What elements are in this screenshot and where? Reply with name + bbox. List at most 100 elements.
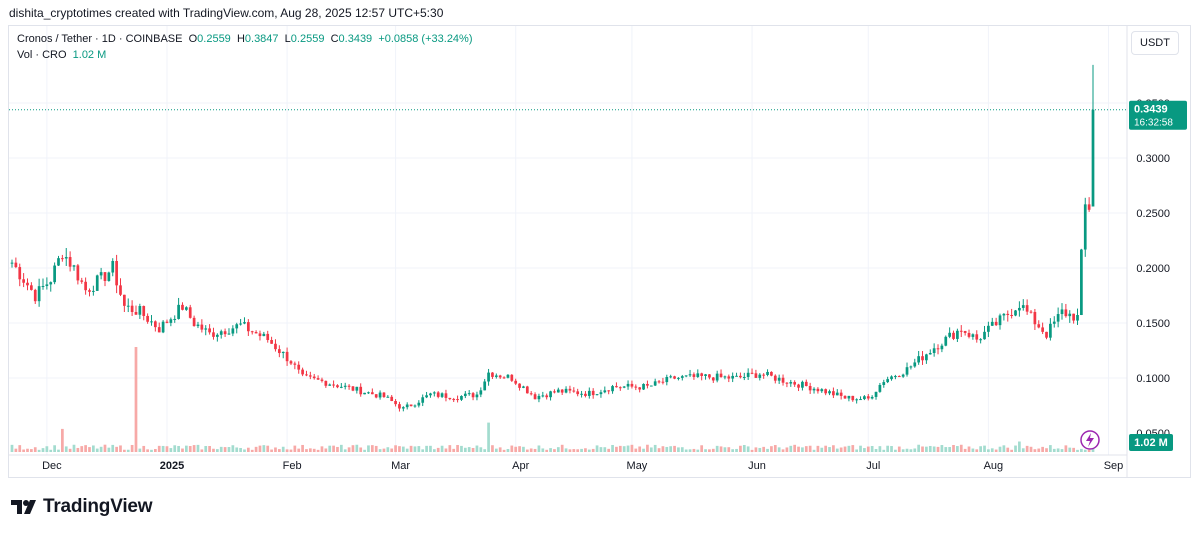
candle-body: [308, 375, 312, 377]
volume-bar: [642, 448, 645, 452]
candle: [436, 391, 440, 399]
candle: [963, 330, 967, 336]
volume-bar: [274, 447, 277, 452]
candle: [208, 324, 211, 335]
volume-bar: [1045, 448, 1048, 452]
candle-body: [971, 334, 975, 337]
volume-bar: [467, 447, 471, 452]
candle-body: [828, 391, 831, 394]
volume-bar: [61, 428, 64, 452]
volume-bar: [483, 449, 487, 452]
price-tick-label: 0.2500: [1136, 208, 1170, 220]
volume-bar: [587, 449, 591, 452]
candle-body: [26, 282, 29, 286]
candle-body: [49, 282, 53, 285]
candle: [843, 395, 847, 399]
candle: [956, 328, 959, 342]
volume-bar: [146, 449, 149, 452]
volume-bar: [227, 447, 231, 452]
candle: [940, 343, 944, 353]
volume-bar: [173, 445, 177, 452]
candle: [1052, 316, 1056, 328]
volume-bar: [305, 449, 308, 452]
candle: [975, 330, 979, 343]
volume-label[interactable]: Vol · CRO: [17, 49, 67, 61]
currency-button[interactable]: USDT: [1131, 31, 1179, 55]
volume-bar: [545, 449, 549, 452]
candle: [498, 374, 502, 379]
candle: [37, 278, 41, 307]
candle-body: [14, 262, 18, 268]
volume-bar: [975, 449, 979, 452]
symbol-label[interactable]: Cronos / Tether · 1D · COINBASE: [17, 33, 183, 45]
volume-bar: [766, 448, 769, 452]
candle: [146, 313, 149, 324]
volume-bar: [723, 447, 727, 452]
volume-bars: [10, 347, 1095, 452]
candle-body: [192, 317, 196, 327]
candle: [723, 375, 727, 380]
candle: [297, 361, 301, 374]
candle-body: [1021, 305, 1025, 308]
candle: [92, 285, 95, 296]
candle-body: [940, 345, 944, 350]
volume-bar: [715, 445, 719, 452]
candle: [80, 277, 84, 284]
candle-body: [18, 267, 22, 280]
volume-bar: [905, 448, 909, 452]
volume-bar: [804, 446, 808, 452]
candle: [913, 358, 917, 368]
volume-bar: [57, 449, 60, 452]
candle: [839, 389, 843, 400]
volume-bar: [684, 449, 688, 452]
volume-bar: [739, 445, 742, 452]
volume-bar: [181, 448, 184, 452]
volume-bar: [928, 445, 932, 452]
candle: [812, 387, 816, 394]
candle-body: [835, 392, 839, 396]
candle-body: [987, 325, 990, 332]
candle-body: [669, 376, 673, 378]
candle: [611, 384, 614, 394]
candle: [320, 377, 324, 383]
candle-body: [859, 399, 862, 401]
candle-body: [367, 392, 370, 394]
candle-body: [870, 396, 874, 399]
candle-body: [615, 386, 618, 388]
candle-body: [266, 333, 270, 341]
candle-body: [1064, 309, 1068, 317]
lightning-event-icon[interactable]: [1080, 430, 1100, 450]
volume-bar: [37, 449, 41, 452]
candle: [626, 380, 630, 390]
candle-body: [560, 389, 564, 393]
candle: [324, 380, 328, 388]
candle: [246, 319, 250, 336]
volume-bar: [76, 447, 80, 452]
candle-body: [665, 377, 669, 383]
candle-body: [316, 378, 320, 380]
candle-body: [107, 272, 111, 281]
candle: [250, 330, 254, 335]
volume-bar: [328, 445, 332, 452]
volume-bar: [963, 448, 967, 452]
candle-body: [119, 285, 122, 295]
candle-body: [700, 373, 704, 376]
candle: [692, 372, 696, 380]
candle: [680, 374, 684, 381]
volume-bar: [33, 447, 37, 452]
candle-body: [1037, 324, 1041, 328]
candle: [76, 263, 80, 285]
volume-bar: [711, 448, 715, 452]
candle: [874, 391, 878, 400]
volume-bar: [165, 446, 169, 452]
last-price-tag[interactable]: 0.3439 16:32:58: [1129, 100, 1187, 130]
candle-body: [270, 340, 273, 344]
candle-body: [680, 376, 684, 378]
chart-attribution: dishita_cryptotimes created with Trading…: [9, 6, 444, 20]
volume-bar: [215, 449, 219, 452]
candle-body: [1068, 313, 1072, 317]
candle-body: [715, 373, 719, 381]
candle-body: [816, 388, 820, 392]
candle-body: [212, 332, 215, 337]
